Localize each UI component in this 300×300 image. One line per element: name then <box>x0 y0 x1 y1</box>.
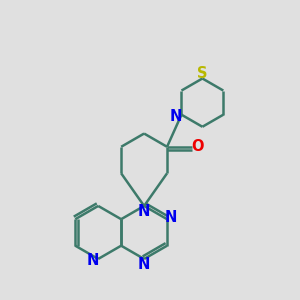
Text: S: S <box>197 66 208 81</box>
Text: N: N <box>138 204 150 219</box>
Text: N: N <box>170 109 182 124</box>
Text: O: O <box>191 139 204 154</box>
Text: N: N <box>87 253 99 268</box>
Text: N: N <box>165 210 177 225</box>
Text: N: N <box>138 257 150 272</box>
